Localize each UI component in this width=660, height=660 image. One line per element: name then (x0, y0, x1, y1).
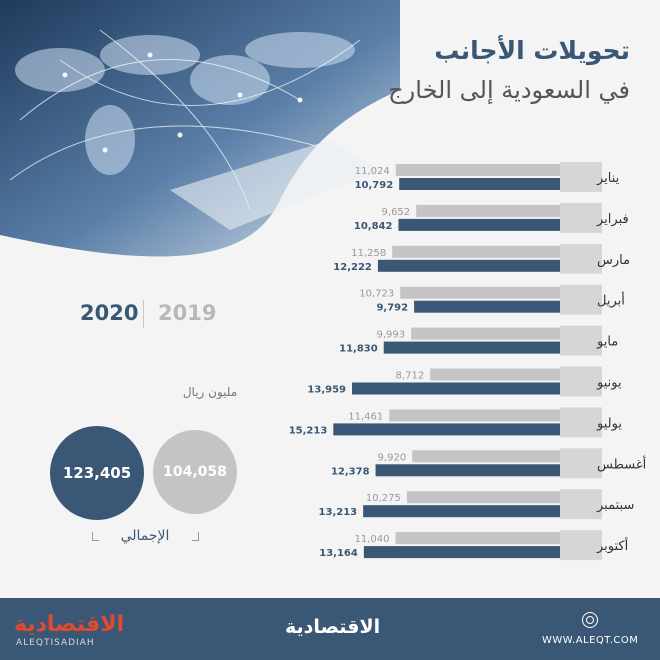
total-bracket-right (192, 532, 199, 541)
bar-2019 (400, 286, 560, 299)
value-label-2020: 10,792 (355, 180, 394, 191)
bar-2019 (411, 327, 560, 340)
bar-2019 (395, 532, 560, 545)
value-label-2020: 9,792 (376, 303, 408, 314)
value-label-2019: 9,993 (376, 330, 405, 341)
bar-2020 (383, 341, 560, 354)
value-label-2020: 15,213 (289, 425, 328, 436)
month-label: مايو (596, 335, 618, 350)
month-label-bg (560, 448, 602, 479)
month-label-bg (560, 243, 602, 274)
unit-label: مليون ريال (182, 385, 238, 399)
month-label: أغسطس (597, 455, 646, 472)
month-label: مارس (597, 253, 630, 268)
month-label-bg (560, 325, 602, 356)
value-label-2019: 9,920 (378, 452, 407, 463)
month-label: يونيو (596, 376, 622, 391)
bar-2019 (392, 245, 560, 258)
value-label-2020: 13,959 (307, 385, 346, 396)
footer: الاقتصادية ALEQTISADIAH الاقتصادية WWW.A… (0, 598, 660, 660)
month-label-bg (560, 407, 602, 438)
bar-chart: يناير 11,024 10,792 فبراير 9,652 10,842 مارس 11… (289, 162, 646, 561)
bar-2019 (406, 491, 560, 504)
value-label-2019: 11,258 (351, 248, 386, 259)
value-label-2019: 10,723 (359, 289, 394, 300)
bar-2020 (333, 423, 560, 436)
page-title: تحويلات الأجانب (434, 36, 630, 65)
bar-2019 (395, 164, 560, 176)
footer-url[interactable]: WWW.ALEQT.COM (542, 635, 639, 646)
total-2020-circle: 123,405 (50, 426, 144, 520)
legend-2020: 2020 (80, 301, 139, 325)
bar-2020 (363, 546, 560, 559)
bar-2020 (377, 259, 560, 272)
footer-logo-left: الاقتصادية (14, 612, 125, 637)
total-bracket-left (92, 532, 99, 541)
total-label: الإجمالي (120, 528, 170, 544)
footer-logo-center: الاقتصادية (285, 616, 381, 638)
month-label-bg (560, 202, 602, 233)
page-subtitle: في السعودية إلى الخارج (388, 76, 630, 104)
month-label: أكتوبر (596, 537, 628, 554)
bar-2020 (399, 178, 560, 190)
value-label-2020: 12,378 (331, 466, 370, 477)
value-label-2020: 12,222 (333, 262, 372, 273)
value-label-2019: 9,652 (382, 207, 411, 218)
month-label-bg (560, 530, 602, 561)
globe-icon (582, 612, 598, 628)
month-label-bg (560, 284, 602, 315)
legend-divider (143, 300, 144, 328)
value-label-2020: 13,213 (319, 507, 358, 518)
month-label: فبراير (596, 212, 629, 227)
legend-2019: 2019 (158, 301, 217, 325)
month-label-bg (560, 489, 602, 520)
total-2020-value: 123,405 (62, 464, 132, 482)
hero-image (0, 0, 400, 300)
total-2019-circle: 104,058 (153, 430, 237, 514)
month-label: يناير (596, 171, 620, 186)
value-label-2019: 11,040 (355, 534, 390, 545)
value-label-2020: 11,830 (339, 344, 378, 355)
month-label: سبتمبر (596, 498, 634, 513)
value-label-2020: 13,164 (319, 548, 358, 559)
bar-2020 (375, 464, 560, 477)
value-label-2019: 10,275 (366, 493, 401, 504)
month-label: أبريل (597, 292, 625, 309)
value-label-2019: 11,461 (348, 411, 383, 422)
value-label-2020: 10,842 (354, 221, 393, 232)
bar-2019 (412, 450, 560, 463)
month-label: يوليو (596, 416, 622, 431)
bar-2020 (414, 300, 560, 313)
bar-2020 (363, 505, 560, 518)
bar-2020 (398, 218, 560, 231)
month-label-bg (560, 162, 602, 192)
month-label-bg (560, 366, 602, 397)
bar-2019 (389, 409, 560, 422)
footer-logo-sub: ALEQTISADIAH (16, 638, 95, 648)
bar-2019 (416, 204, 560, 217)
value-label-2019: 11,024 (355, 166, 390, 177)
total-2019-value: 104,058 (163, 464, 227, 480)
bar-2020 (352, 382, 560, 395)
value-label-2019: 8,712 (396, 371, 425, 382)
bar-2019 (430, 368, 560, 381)
